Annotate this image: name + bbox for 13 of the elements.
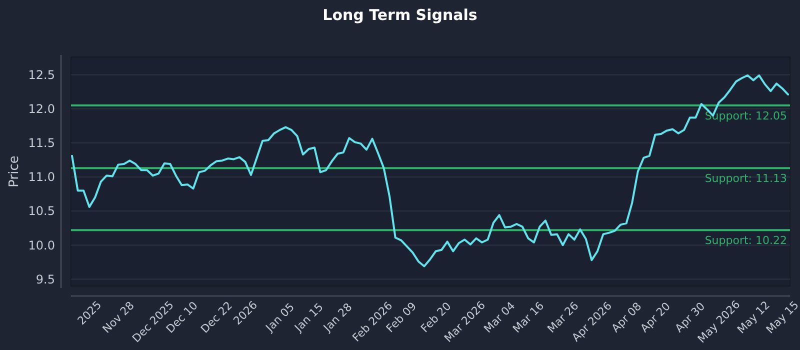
y-tick-label: 12.0 xyxy=(28,102,55,116)
y-axis-title: Price xyxy=(7,156,22,188)
y-tick-label: 10.5 xyxy=(28,204,55,218)
y-tick-label: 12.5 xyxy=(28,68,55,82)
y-tick-label: 11.5 xyxy=(28,136,55,150)
chart-title: Long Term Signals xyxy=(322,6,478,24)
y-tick-label: 9.5 xyxy=(36,272,55,286)
y-tick-label: 10.0 xyxy=(28,238,55,252)
ref-line-label: Support: 12.05 xyxy=(704,109,787,122)
ref-line-label: Support: 10.22 xyxy=(704,234,787,248)
line-series xyxy=(71,74,789,268)
y-tick-label: 11.0 xyxy=(28,170,55,184)
ref-line-label: Support: 11.13 xyxy=(704,172,787,186)
